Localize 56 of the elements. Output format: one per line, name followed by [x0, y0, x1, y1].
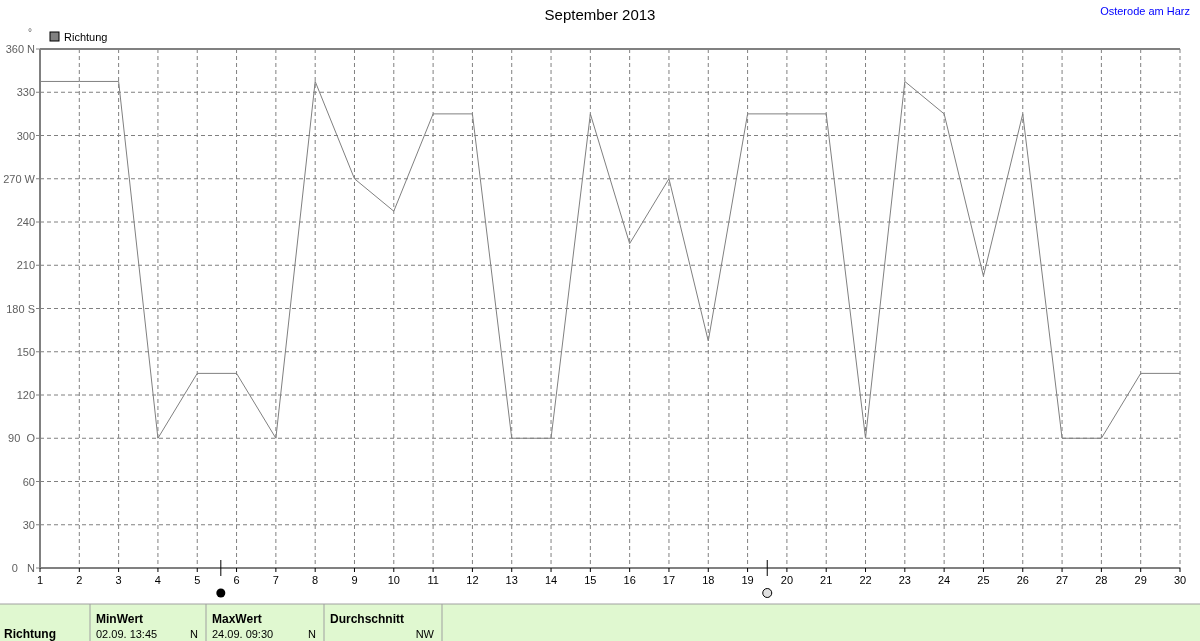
- text: 02.09. 13:45: [96, 628, 158, 640]
- y-tick-label: 90 O: [8, 432, 36, 445]
- x-tick-label: 9: [351, 574, 358, 586]
- x-tick-label: 18: [702, 574, 715, 586]
- y-tick-label: 180 S: [6, 302, 35, 315]
- text: MinWert: [96, 612, 144, 626]
- text: Richtung: [4, 627, 56, 641]
- y-tick-label: 120: [16, 389, 35, 401]
- text: 24.09. 09:30: [212, 628, 274, 640]
- y-tick-label: 240: [16, 216, 35, 228]
- x-tick-label: 29: [1134, 574, 1147, 586]
- text: Durchschnitt: [330, 612, 405, 626]
- x-tick-label: 17: [662, 574, 676, 586]
- x-tick-label: 27: [1055, 574, 1069, 586]
- y-axis-title: °: [28, 27, 32, 38]
- y-tick-label: 300: [16, 129, 35, 142]
- x-tick-label: 13: [505, 574, 518, 586]
- y-tick-label: 60: [22, 475, 35, 488]
- x-tick-label: 6: [233, 574, 240, 586]
- x-tick-label: 4: [154, 574, 161, 586]
- x-tick-label: 14: [544, 574, 558, 586]
- y-tick-label: 30: [22, 518, 35, 531]
- legend-label: Richtung: [64, 31, 108, 43]
- x-tick-label: 7: [272, 574, 279, 586]
- y-tick-label: 0 N: [11, 562, 36, 574]
- x-tick-label: 23: [898, 574, 911, 586]
- x-tick-label: 26: [1016, 574, 1029, 586]
- x-tick-label: 21: [820, 574, 833, 586]
- x-tick-label: 22: [859, 574, 872, 586]
- y-tick-label: 330: [16, 86, 35, 99]
- chart-title: September 2013: [544, 6, 656, 23]
- x-tick-label: 30: [1173, 574, 1187, 586]
- y-tick-label: 360 N: [5, 43, 36, 55]
- x-tick-label: 2: [76, 574, 83, 586]
- x-tick-label: 12: [466, 574, 479, 586]
- x-tick-label: 3: [115, 574, 122, 586]
- chart-subtitle: Osterode am Harz: [1100, 5, 1190, 17]
- y-tick-label: 150: [16, 345, 35, 358]
- x-tick-label: 16: [623, 574, 636, 586]
- x-tick-label: 24: [938, 574, 951, 586]
- x-tick-label: 5: [194, 574, 201, 586]
- y-tick-label: 270 W: [3, 172, 36, 185]
- x-tick-label: 1: [36, 574, 44, 586]
- y-tick-label: 210: [16, 259, 35, 272]
- text: N: [308, 628, 317, 640]
- x-tick-label: 20: [780, 574, 794, 586]
- text: N: [190, 628, 199, 640]
- x-tick-label: 28: [1095, 574, 1108, 586]
- x-tick-label: 15: [584, 574, 597, 586]
- x-tick-label: 25: [977, 574, 990, 586]
- x-tick-label: 11: [427, 574, 439, 586]
- x-tick-label: 8: [312, 574, 319, 586]
- x-tick-label: 19: [741, 574, 754, 586]
- x-tick-label: 10: [387, 574, 400, 586]
- text: NW: [415, 628, 435, 640]
- text: MaxWert: [212, 612, 262, 626]
